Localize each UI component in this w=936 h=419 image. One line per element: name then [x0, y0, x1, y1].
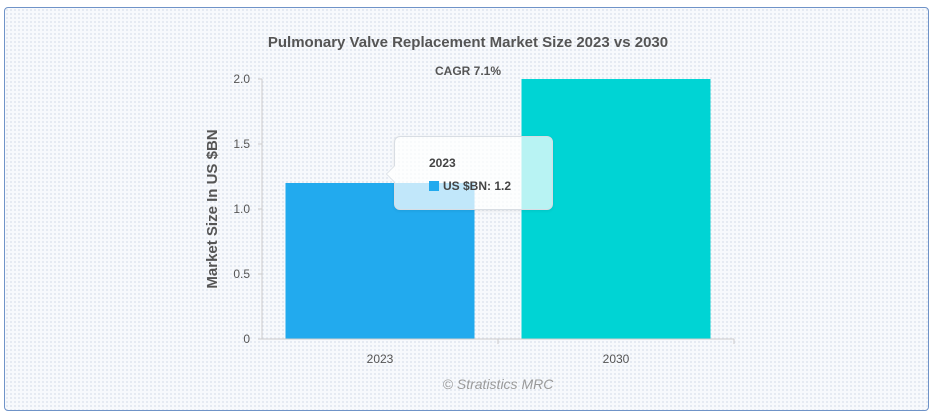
- x-axis: 2023 2030: [262, 338, 735, 366]
- tooltip-title: 2023: [429, 156, 456, 170]
- bar-2030[interactable]: [521, 79, 711, 339]
- chart-title: Pulmonary Valve Replacement Market Size …: [268, 34, 668, 51]
- y-axis-label: Market Size In US $BN: [204, 129, 221, 288]
- tooltip-series-label: US $BN: [443, 179, 488, 193]
- y-tick-label: 0: [243, 332, 250, 346]
- tooltip: 2023 US $BN: 1.2: [386, 136, 553, 210]
- bars-group: [285, 79, 711, 339]
- y-tick-label: 0.5: [233, 267, 250, 281]
- y-tick-label: 1.0: [233, 202, 250, 216]
- x-tick-label: 2023: [367, 352, 394, 366]
- x-tick-label: 2030: [603, 352, 630, 366]
- y-tick-label: 1.5: [233, 137, 250, 151]
- tooltip-row: US $BN: 1.2: [429, 179, 511, 193]
- tooltip-separator: :: [487, 179, 495, 193]
- y-tick-label: 2.0: [233, 72, 250, 86]
- tooltip-value: 1.2: [494, 179, 512, 193]
- tooltip-swatch: [429, 181, 439, 191]
- cagr-subtitle: CAGR 7.1%: [435, 64, 501, 78]
- y-axis: 0 0.5 1.0 1.5 2.0: [233, 72, 263, 346]
- credit-text: © Stratistics MRC: [443, 376, 555, 392]
